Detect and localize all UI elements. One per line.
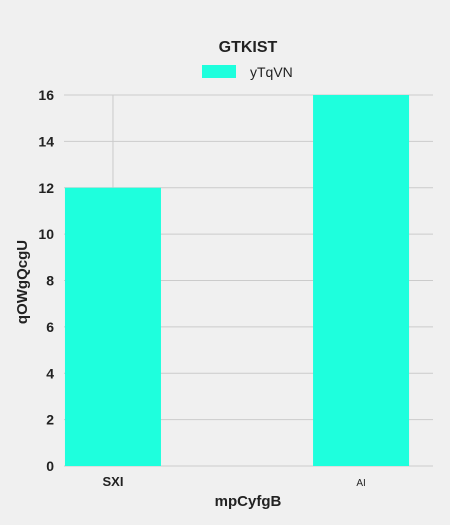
y-tick-label-2: 2 bbox=[46, 412, 54, 428]
x-tick-label-SXI: SXI bbox=[102, 474, 123, 489]
y-tick-label-10: 10 bbox=[38, 226, 54, 242]
x-tick-label-AI: AI bbox=[356, 478, 365, 489]
y-axis-label: qOWgQcgU bbox=[14, 240, 31, 324]
y-tick-label-12: 12 bbox=[38, 180, 54, 196]
bar-SXI bbox=[65, 188, 161, 466]
bar-AI bbox=[313, 95, 409, 466]
legend-swatch bbox=[202, 65, 236, 78]
chart-title: GTKIST bbox=[219, 39, 278, 56]
y-tick-label-14: 14 bbox=[38, 133, 54, 149]
y-tick-label-0: 0 bbox=[46, 458, 54, 474]
y-tick-label-4: 4 bbox=[46, 365, 54, 381]
legend-label: yTqVN bbox=[250, 64, 293, 80]
y-tick-label-16: 16 bbox=[38, 87, 54, 103]
y-tick-label-6: 6 bbox=[46, 319, 54, 335]
x-axis-label: mpCyfgB bbox=[215, 493, 282, 510]
y-tick-label-8: 8 bbox=[46, 273, 54, 289]
